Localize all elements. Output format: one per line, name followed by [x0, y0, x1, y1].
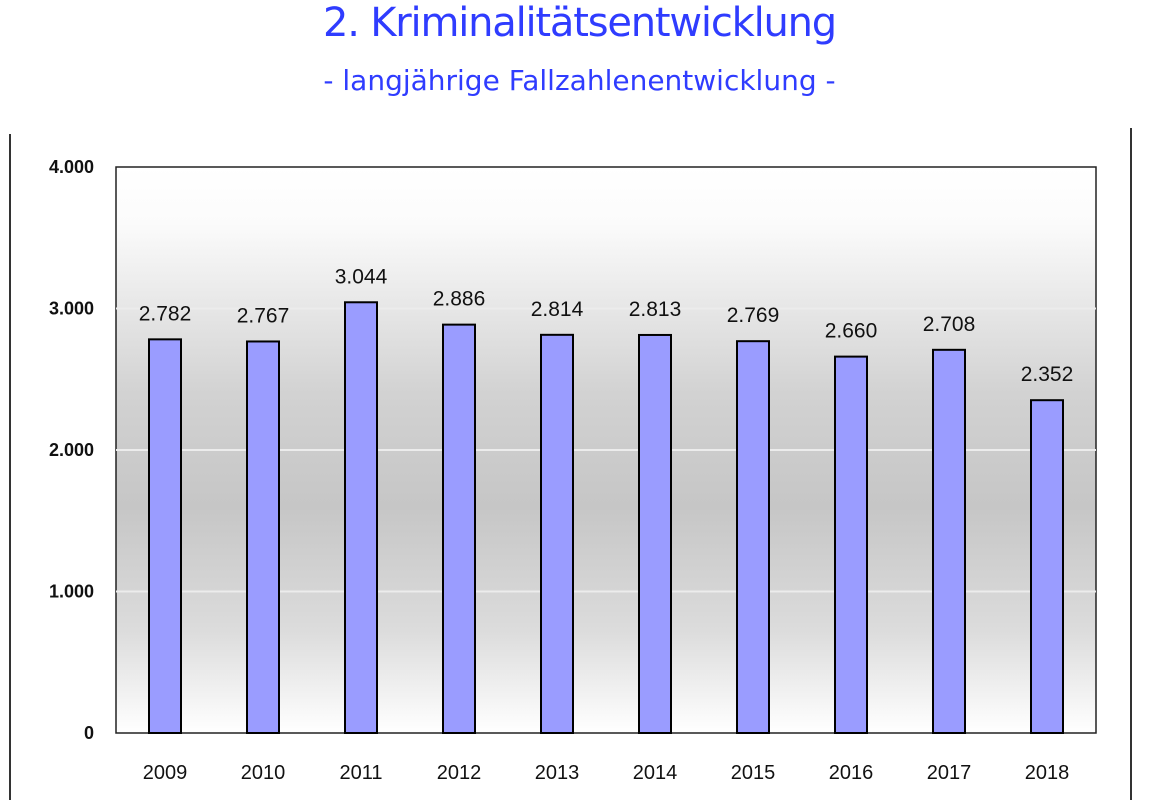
y-tick-label: 4.000	[49, 157, 94, 177]
x-tick-label-2011: 2011	[339, 762, 382, 784]
bar-2013	[540, 333, 574, 734]
y-tick-label: 3.000	[49, 299, 94, 319]
data-label-2010: 2.767	[237, 304, 290, 327]
bar-2010	[246, 340, 280, 734]
data-label-2018: 2.352	[1021, 363, 1074, 386]
data-label-2013: 2.814	[531, 298, 584, 321]
frame-right-border	[1130, 128, 1132, 800]
data-label-2012: 2.886	[433, 288, 486, 311]
data-label-2009: 2.782	[139, 302, 192, 325]
bar-2016	[834, 355, 868, 734]
frame-left-border	[9, 134, 11, 800]
bar-2018	[1030, 399, 1064, 734]
slide-title: 2. Kriminalitätsentwicklung	[323, 0, 837, 46]
bar-2015	[736, 340, 770, 734]
bar-2017	[932, 348, 966, 734]
x-tick-label-2018: 2018	[1025, 762, 1070, 784]
data-label-2011: 3.044	[335, 265, 388, 288]
bar-2012	[442, 323, 476, 734]
x-tick-label-2012: 2012	[437, 762, 482, 784]
data-label-2015: 2.769	[727, 304, 780, 327]
bar-2011	[344, 301, 378, 734]
bar-2014	[638, 333, 672, 734]
slide-subtitle: - langjährige Fallzahlenentwicklung -	[323, 64, 836, 97]
y-tick-label: 0	[84, 723, 94, 743]
data-label-2014: 2.813	[629, 298, 682, 321]
x-tick-label-2014: 2014	[633, 762, 678, 784]
x-tick-label-2017: 2017	[927, 762, 972, 784]
x-tick-label-2016: 2016	[829, 762, 874, 784]
x-tick-label-2013: 2013	[535, 762, 580, 784]
data-label-2016: 2.660	[825, 320, 878, 343]
y-tick-label: 2.000	[49, 440, 94, 460]
x-tick-label-2009: 2009	[143, 762, 188, 784]
x-tick-label-2015: 2015	[731, 762, 776, 784]
y-tick-label: 1.000	[49, 582, 94, 602]
data-label-2017: 2.708	[923, 313, 976, 336]
x-tick-label-2010: 2010	[241, 762, 286, 784]
bar-2009	[148, 338, 182, 734]
